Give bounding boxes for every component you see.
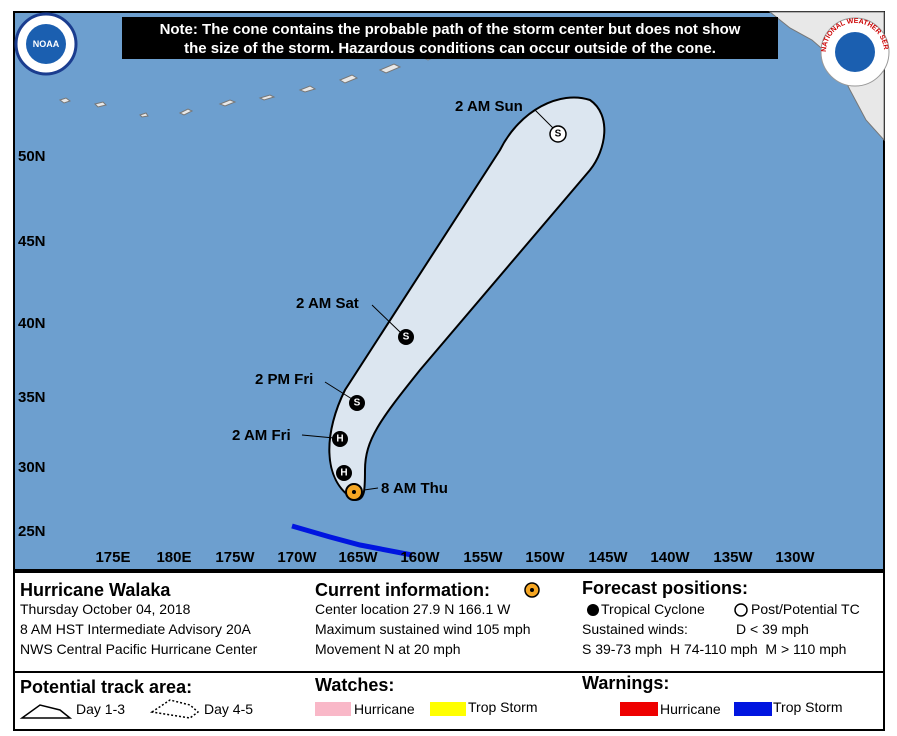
point-symbol: H [336, 434, 343, 445]
storm-title: Hurricane Walaka [20, 580, 171, 600]
storm-line: Thursday October 04, 2018 [20, 601, 191, 617]
leader [324, 381, 353, 400]
lat-label: 50N [18, 148, 46, 165]
warnings-title: Warnings: [582, 673, 669, 693]
lat-label: 25N [18, 523, 46, 540]
point-symbol: H [340, 468, 347, 479]
forecast-text: D < 39 mph [736, 621, 809, 637]
warning-text: Trop Storm [773, 699, 843, 715]
forecast-cone [328, 96, 606, 502]
nws-logo-inner [835, 32, 875, 72]
point-symbol: S [354, 398, 361, 409]
tc-icon [587, 604, 599, 616]
leader [371, 304, 401, 333]
current-line: Center location 27.9 N 166.1 W [315, 601, 511, 617]
point-symbol: S [555, 129, 562, 140]
hurricane-watch-swatch [315, 702, 351, 716]
watches-title: Watches: [315, 675, 394, 695]
lon-label: 175E [95, 549, 130, 566]
day45-icon [149, 699, 200, 719]
forecast-text: Post/Potential TC [751, 601, 860, 617]
lon-label: 180E [156, 549, 191, 566]
forecast-title: Forecast positions: [582, 578, 748, 598]
forecast-point [332, 431, 348, 447]
forecast-text: Sustained winds: [582, 621, 688, 637]
point-label: 2 AM Sun [455, 98, 523, 115]
lon-label: 150W [525, 549, 565, 566]
point-label: 2 AM Sat [296, 295, 359, 312]
lon-label: 135W [713, 549, 753, 566]
storm-line: NWS Central Pacific Hurricane Center [20, 641, 258, 657]
info-panel [13, 571, 885, 673]
lat-label: 35N [18, 389, 46, 406]
leader [301, 434, 335, 439]
storm-line: 8 AM HST Intermediate Advisory 20A [20, 621, 252, 637]
day13-icon [19, 704, 73, 719]
hurricane-warning-swatch [620, 702, 658, 716]
aleutian-islands [58, 47, 446, 118]
forecast-point [398, 329, 414, 345]
lat-labels: 50N 45N 40N 35N 30N 25N [18, 148, 46, 540]
lon-label: 130W [775, 549, 815, 566]
noaa-logo-inner [26, 24, 66, 64]
watch-text: Hurricane [354, 701, 415, 717]
current-icon-dot [530, 588, 534, 592]
lon-label: 165W [338, 549, 378, 566]
lat-label: 40N [18, 315, 46, 332]
lat-label: 45N [18, 233, 46, 250]
leader [363, 487, 379, 491]
track-area-title: Potential track area: [20, 677, 192, 697]
forecast-point [349, 395, 365, 411]
noaa-text: NOAA [33, 39, 60, 49]
storm-watch-swatch [430, 702, 466, 716]
lon-label: 160W [400, 549, 440, 566]
note-line: the size of the storm. Hazardous conditi… [184, 40, 716, 57]
forecast-point [549, 125, 567, 143]
lon-labels: 175E 180E 175W 170W 165W 160W 155W 150W 145W 140W… [95, 549, 815, 566]
forecast-text: S 39-73 mph H 74-110 mph M > 110 mph [582, 641, 846, 657]
track-area-text: Day 4-5 [204, 701, 253, 717]
forecast-text: Tropical Cyclone [601, 601, 705, 617]
post-tc-icon [734, 603, 748, 617]
lon-label: 140W [650, 549, 690, 566]
lon-label: 155W [463, 549, 503, 566]
note-box [122, 17, 778, 59]
track-area-text: Day 1-3 [76, 701, 125, 717]
lon-label: 170W [277, 549, 317, 566]
lon-label: 145W [588, 549, 628, 566]
current-title: Current information: [315, 580, 490, 600]
point-label: 2 AM Fri [232, 427, 291, 444]
point-label: 2 PM Fri [255, 371, 313, 388]
lat-label: 30N [18, 459, 46, 476]
current-position-dot [352, 490, 356, 494]
current-line: Maximum sustained wind 105 mph [315, 621, 531, 637]
watch-text: Trop Storm [468, 699, 538, 715]
point-label: 8 AM Thu [381, 480, 448, 497]
forecast-point [336, 465, 352, 481]
point-symbol: S [403, 332, 410, 343]
legend-panel [13, 671, 885, 731]
note-line: Note: The cone contains the probable pat… [160, 21, 741, 38]
tropical-storm-warning [291, 523, 413, 558]
lon-label: 175W [215, 549, 255, 566]
current-line: Movement N at 20 mph [315, 641, 461, 657]
leader [534, 109, 554, 129]
warning-text: Hurricane [660, 701, 721, 717]
storm-warning-swatch [734, 702, 772, 716]
